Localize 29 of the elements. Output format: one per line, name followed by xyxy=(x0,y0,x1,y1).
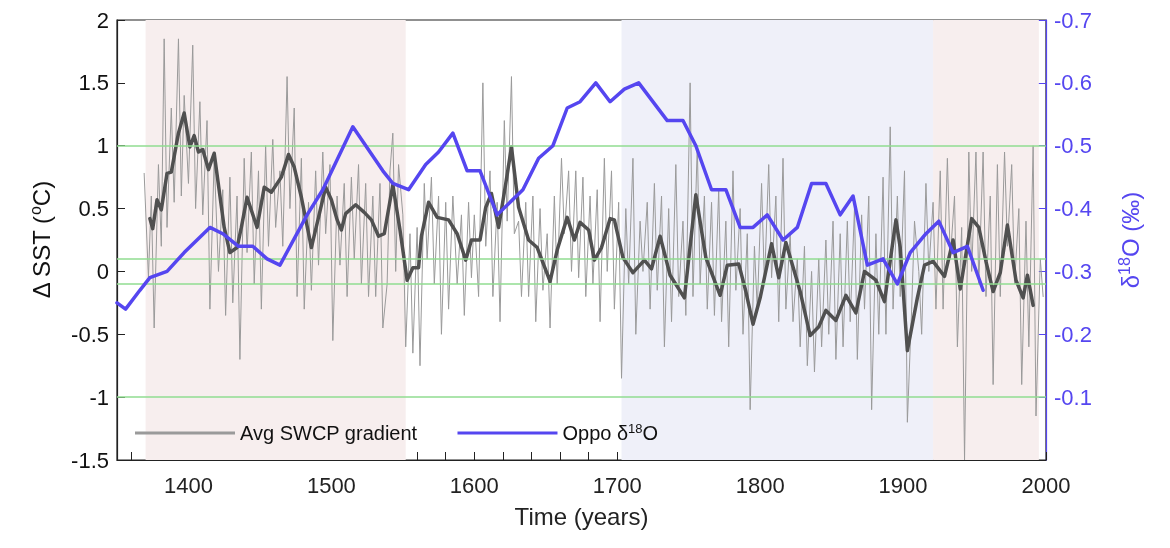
y2-tick-label: -0.6 xyxy=(1054,70,1092,96)
x-tick-label: 1800 xyxy=(735,472,785,498)
y-tick-label: 2 xyxy=(96,7,109,33)
x-tick-label: 1900 xyxy=(878,472,928,498)
y2-tick-label: -0.5 xyxy=(1054,133,1092,159)
y2-tick-label: -0.3 xyxy=(1054,258,1092,284)
line-series xyxy=(115,81,985,311)
x-tick-label: 2000 xyxy=(1021,472,1071,498)
x-tick-label: 1600 xyxy=(449,472,499,498)
x-axis-title: Time (years) xyxy=(514,502,649,530)
y-tick-label: 0.5 xyxy=(78,196,109,222)
y2-tick-label: -0.1 xyxy=(1054,384,1092,410)
line-series xyxy=(143,38,1044,461)
y-axis-title: Δ SST (oC) xyxy=(26,180,55,299)
y-tick-label: 1 xyxy=(96,133,109,159)
y-tick-label: -1.5 xyxy=(71,447,109,473)
x-tick-label: 1700 xyxy=(592,472,642,498)
y2-tick-label: -0.7 xyxy=(1054,7,1092,33)
y2-axis-title: δ18O (‰) xyxy=(1115,191,1144,289)
y-tick-label: -0.5 xyxy=(71,321,109,347)
legend-label: Avg SWCP gradient xyxy=(240,422,418,444)
y-tick-label: -1 xyxy=(89,384,109,410)
y2-tick-label: -0.4 xyxy=(1054,196,1092,222)
y-tick-label: 0 xyxy=(96,258,109,284)
x-tick-label: 1500 xyxy=(306,472,356,498)
line-series xyxy=(148,111,1035,353)
y-tick-label: 1.5 xyxy=(78,70,109,96)
y2-tick-label: -0.2 xyxy=(1054,321,1092,347)
x-tick-label: 1400 xyxy=(163,472,213,498)
